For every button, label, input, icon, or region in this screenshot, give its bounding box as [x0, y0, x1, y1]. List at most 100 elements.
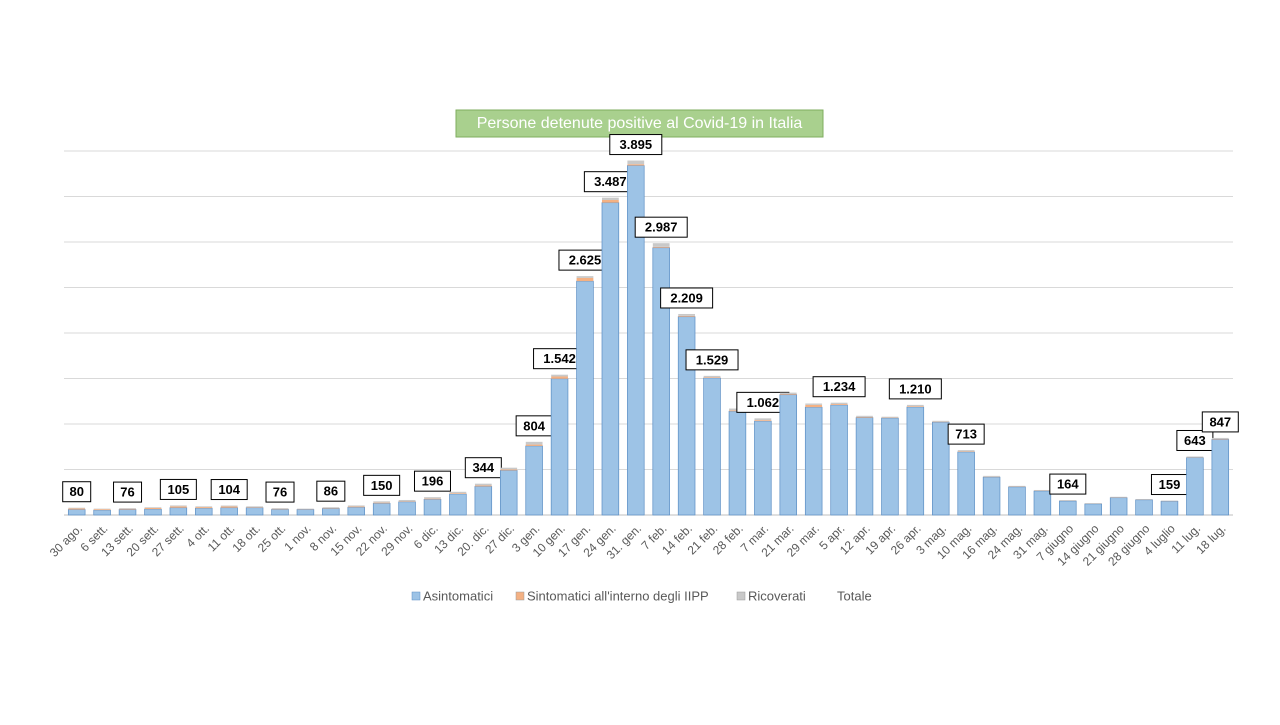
bar-segment: [1186, 456, 1203, 457]
bar-segment: [1212, 438, 1229, 439]
bar-segment: [399, 501, 416, 502]
bar-segment: [907, 406, 924, 407]
data-label: 1.542: [543, 351, 576, 366]
bar-segment: [475, 486, 492, 515]
bar-segment: [577, 276, 594, 278]
bar-segment: [348, 505, 365, 506]
bar-segment: [907, 407, 924, 515]
bar-segment: [831, 403, 848, 404]
bar-segment: [297, 509, 314, 510]
data-label: 76: [120, 485, 134, 500]
bar-segment: [1034, 490, 1051, 491]
bar-segment: [119, 508, 136, 509]
bar-segment: [551, 379, 568, 515]
bar-segment: [348, 507, 365, 508]
bar-segment: [1009, 487, 1026, 515]
legend-marker: [737, 592, 745, 600]
bar-segment: [1085, 503, 1102, 504]
bar-segment: [424, 497, 441, 498]
bar-segment: [1161, 501, 1178, 515]
bar-segment: [94, 510, 111, 515]
bar-segment: [780, 394, 797, 395]
bar-segment: [754, 418, 771, 420]
bar-segment: [94, 509, 111, 510]
bar-segment: [68, 510, 85, 515]
bar-segment: [1059, 501, 1076, 515]
bar-segment: [475, 486, 492, 487]
legend-label: Totale: [837, 588, 872, 603]
bar-segment: [678, 314, 695, 316]
bar-segment: [68, 508, 85, 509]
bar-segment: [1186, 458, 1203, 515]
bar-segment: [322, 508, 339, 515]
bar-segment: [424, 499, 441, 500]
bar-segment: [526, 442, 543, 445]
bar-segment: [729, 411, 746, 515]
data-label: 159: [1159, 477, 1181, 492]
bar-segment: [805, 407, 822, 515]
legend-label: Asintomatici: [423, 588, 493, 603]
bar-segment: [551, 376, 568, 378]
x-tick-label: 1 nov.: [281, 521, 313, 553]
bar-segment: [500, 470, 517, 515]
bar-segment: [780, 395, 797, 515]
bar-segment: [373, 503, 390, 515]
bar-segment: [1085, 504, 1102, 515]
chart-title: Persone detenute positive al Covid-19 in…: [477, 115, 803, 132]
data-label: 847: [1209, 414, 1231, 429]
bar-segment: [856, 416, 873, 417]
bar-segment: [322, 507, 339, 508]
data-label: 804: [523, 418, 545, 433]
bar-segment: [1136, 499, 1153, 500]
data-label: 150: [371, 478, 393, 493]
bar-segment: [882, 418, 899, 515]
bar-segment: [246, 507, 263, 508]
bar-segment: [1034, 491, 1051, 515]
bar-segment: [246, 508, 263, 515]
bar-segment: [577, 278, 594, 281]
bar-segment: [221, 506, 238, 507]
data-label: 2.209: [670, 290, 703, 305]
bar-segment: [958, 450, 975, 451]
bar-segment: [424, 499, 441, 515]
bar-segment: [704, 376, 721, 377]
bar-segment: [983, 477, 1000, 515]
bar-segment: [399, 500, 416, 501]
bar-segment: [500, 468, 517, 470]
data-label: 3.487: [594, 174, 627, 189]
data-label: 1.210: [899, 381, 932, 396]
bar-segment: [475, 484, 492, 486]
data-label: 105: [168, 482, 190, 497]
bar-segment: [1161, 501, 1178, 502]
bar-segment: [602, 198, 619, 200]
bar-segment: [272, 509, 289, 510]
bar-segment: [246, 506, 263, 507]
bar-segment: [1136, 500, 1153, 515]
bar-segment: [932, 421, 949, 422]
bar-segment: [678, 316, 695, 317]
data-label: 344: [472, 460, 494, 475]
bar-segment: [754, 420, 771, 421]
bar-segment: [450, 494, 467, 515]
bar-segment: [577, 281, 594, 515]
bar-segment: [627, 161, 644, 165]
bar-segment: [322, 508, 339, 509]
bar-segment: [170, 506, 187, 507]
bar-segment: [856, 417, 873, 418]
legend-label: Ricoverati: [748, 588, 806, 603]
bar-segment: [297, 510, 314, 515]
bar-segment: [1009, 486, 1026, 487]
bar-segment: [602, 200, 619, 203]
bar-segment: [221, 506, 238, 507]
bar-segment: [195, 508, 212, 515]
bar-segment: [602, 203, 619, 515]
bar-segment: [145, 509, 162, 515]
bar-segment: [704, 377, 721, 378]
legend-label: Sintomatici all'interno degli IIPP: [527, 588, 709, 603]
bar-segment: [932, 422, 949, 515]
bar-segment: [526, 445, 543, 446]
bar-segment: [907, 405, 924, 406]
bar-segment: [551, 375, 568, 377]
data-label: 86: [324, 484, 338, 499]
bar-segment: [399, 502, 416, 515]
